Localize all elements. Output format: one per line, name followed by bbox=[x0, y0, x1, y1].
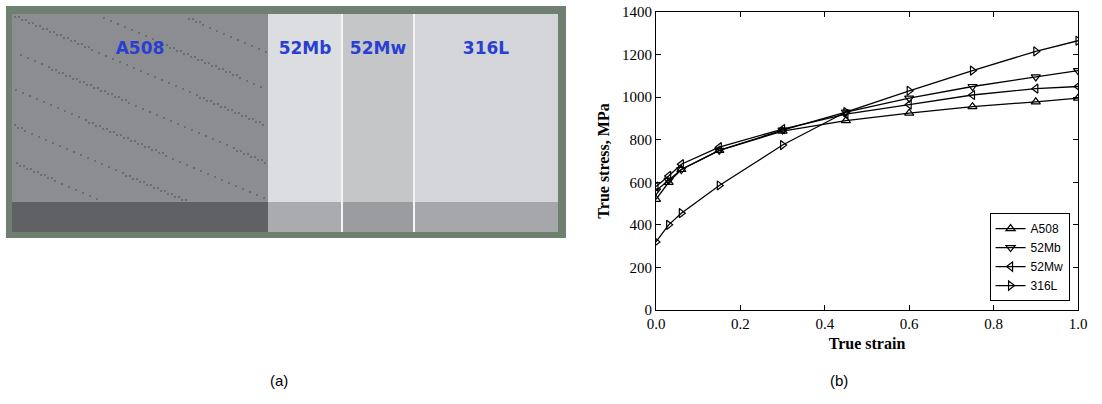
svg-text:1000: 1000 bbox=[622, 89, 652, 105]
svg-text:200: 200 bbox=[629, 260, 652, 276]
html-text:(a): (a) bbox=[270, 372, 289, 389]
svg-text:A508: A508 bbox=[116, 38, 165, 58]
svg-text:1.0: 1.0 bbox=[1069, 316, 1088, 332]
svg-text:52Mw: 52Mw bbox=[350, 38, 407, 58]
svg-text:52Mw: 52Mw bbox=[1031, 260, 1063, 274]
html-text:(b): (b) bbox=[830, 372, 849, 389]
svg-text:52Mb: 52Mb bbox=[1031, 241, 1061, 255]
svg-text:1200: 1200 bbox=[622, 47, 652, 63]
svg-text:800: 800 bbox=[629, 132, 652, 148]
svg-text:316L: 316L bbox=[463, 38, 509, 58]
svg-text:400: 400 bbox=[629, 217, 652, 233]
svg-text:1400: 1400 bbox=[622, 4, 652, 20]
svg-text:600: 600 bbox=[629, 175, 652, 191]
svg-text:True strain: True strain bbox=[829, 335, 906, 352]
svg-text:52Mb: 52Mb bbox=[279, 38, 332, 58]
svg-text:0.0: 0.0 bbox=[647, 316, 666, 332]
svg-text:316L: 316L bbox=[1031, 279, 1058, 293]
svg-text:0.2: 0.2 bbox=[731, 316, 750, 332]
svg-text:0: 0 bbox=[644, 302, 652, 318]
svg-text:0.4: 0.4 bbox=[815, 316, 834, 332]
svg-text:0.8: 0.8 bbox=[984, 316, 1003, 332]
svg-text:A508: A508 bbox=[1031, 222, 1059, 236]
svg-text:True stress, MPa: True stress, MPa bbox=[595, 103, 612, 218]
svg-text:0.6: 0.6 bbox=[900, 316, 919, 332]
